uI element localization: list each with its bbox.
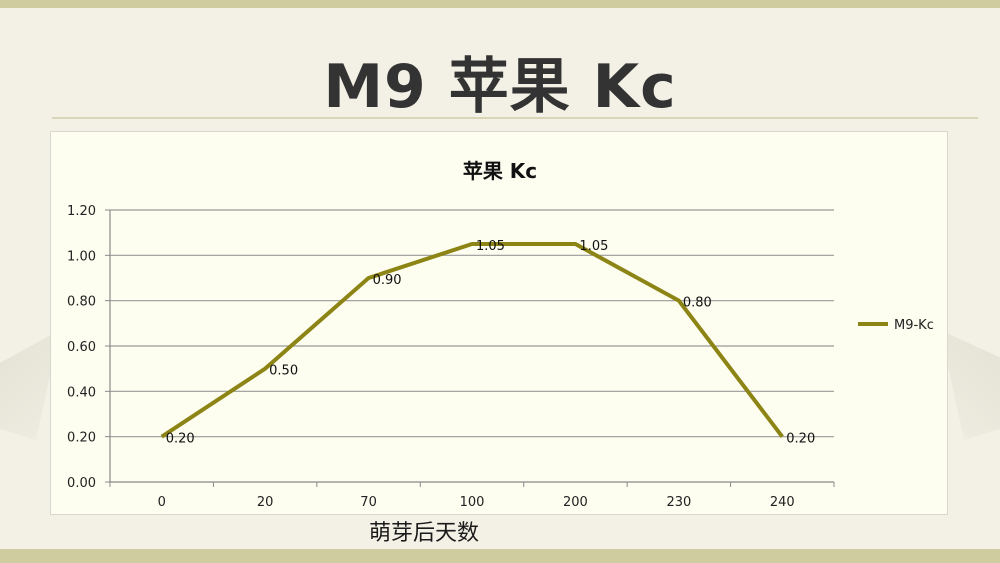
data-label: 1.05 bbox=[579, 239, 608, 254]
data-label: 0.80 bbox=[683, 296, 712, 311]
legend-label: M9-Kc bbox=[894, 318, 934, 333]
x-tick-label: 230 bbox=[666, 495, 691, 510]
top-accent-bar bbox=[0, 0, 1000, 8]
data-label: 0.20 bbox=[166, 432, 195, 447]
y-tick-label: 0.20 bbox=[67, 431, 96, 446]
x-tick-label: 100 bbox=[460, 495, 485, 510]
x-tick-label: 0 bbox=[158, 495, 166, 510]
x-axis-label: 萌芽后天数 bbox=[368, 521, 479, 546]
x-tick-label: 240 bbox=[770, 495, 795, 510]
chart-title: 苹果 Kc bbox=[463, 159, 537, 183]
background-decoration-right bbox=[940, 330, 1000, 440]
y-tick-label: 0.60 bbox=[67, 340, 96, 355]
legend: M9-Kc bbox=[858, 318, 934, 333]
chart-panel: 苹果 Kc 0.00 0.20 0.40 0.60 0.80 1.00 1.20 0 20 70 1… bbox=[50, 131, 948, 515]
slide-title: M9 苹果 Kc bbox=[323, 52, 677, 122]
data-label: 0.50 bbox=[269, 364, 298, 379]
title-divider bbox=[52, 117, 978, 119]
x-tick-label: 70 bbox=[360, 495, 377, 510]
line-chart: 苹果 Kc 0.00 0.20 0.40 0.60 0.80 1.00 1.20 0 20 70 1… bbox=[67, 159, 934, 510]
data-labels: 0.20 0.50 0.90 1.05 1.05 0.80 0.20 bbox=[166, 239, 816, 447]
x-tick-label: 20 bbox=[257, 495, 274, 510]
series-layer bbox=[160, 242, 784, 439]
data-label: 0.90 bbox=[373, 273, 402, 288]
y-tick-label: 0.80 bbox=[67, 295, 96, 310]
y-tick-label: 0.00 bbox=[67, 476, 96, 491]
data-label: 1.05 bbox=[476, 239, 505, 254]
data-label: 0.20 bbox=[786, 432, 815, 447]
bottom-accent-bar bbox=[0, 549, 1000, 563]
y-tick-label: 0.40 bbox=[67, 385, 96, 400]
grid-lines bbox=[110, 209, 834, 483]
series-line bbox=[160, 242, 784, 439]
y-tick-label: 1.00 bbox=[67, 249, 96, 264]
axes: 0.00 0.20 0.40 0.60 0.80 1.00 1.20 0 20 70 100 200 2… bbox=[67, 204, 835, 510]
x-tick-label: 200 bbox=[563, 495, 588, 510]
y-tick-label: 1.20 bbox=[67, 204, 96, 219]
